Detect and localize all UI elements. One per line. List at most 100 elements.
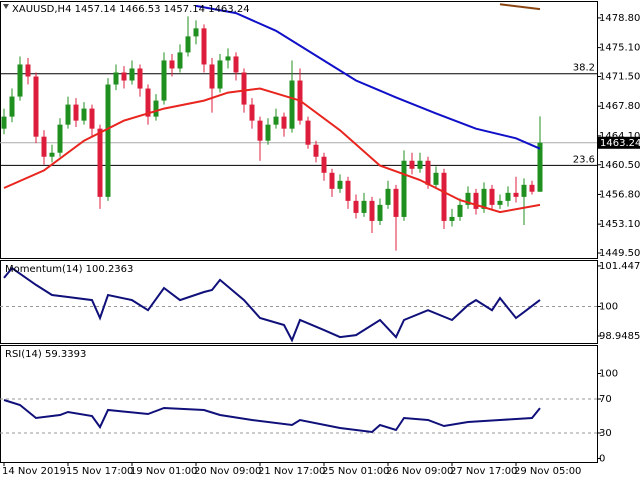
candle-body xyxy=(353,200,359,213)
candle-body xyxy=(465,192,471,205)
x-tick-label: 29 Nov 05:00 xyxy=(514,466,581,477)
candle-body xyxy=(257,120,263,141)
indicator-line xyxy=(3,399,541,434)
y-tick-label: 1449.50 xyxy=(599,248,640,259)
candle-body xyxy=(145,88,151,117)
moving-average xyxy=(499,3,541,11)
moving-average xyxy=(3,87,541,214)
panel-frame xyxy=(0,260,598,344)
candle-body xyxy=(9,96,15,117)
candle-body xyxy=(377,204,383,221)
y-tick-label: 101.4474 xyxy=(599,261,640,272)
candle-body xyxy=(417,160,423,169)
candle-body xyxy=(329,172,335,189)
candle-body xyxy=(537,142,543,192)
candle-body xyxy=(369,200,375,221)
candle-body xyxy=(513,192,519,197)
y-tick-label: 100 xyxy=(599,302,618,313)
candle-body xyxy=(57,124,63,153)
candle-body xyxy=(217,60,223,89)
fibo-label: 38.2 xyxy=(573,63,595,74)
y-tick-label: 0 xyxy=(599,454,605,465)
y-tick-label: 1471.50 xyxy=(599,72,640,83)
candle-body xyxy=(393,188,399,217)
candle-body xyxy=(209,64,215,89)
y-tick-label: 1464.10 xyxy=(599,131,640,142)
candle-body xyxy=(73,104,79,121)
candle-body xyxy=(401,160,407,217)
candle-body xyxy=(105,84,111,197)
candle-body xyxy=(65,104,71,125)
x-tick-label: 20 Nov 09:00 xyxy=(194,466,261,477)
x-tick-label: 14 Nov 2019 xyxy=(2,466,66,477)
candle-body xyxy=(225,56,231,61)
candle-body xyxy=(385,188,391,205)
candle-body xyxy=(313,144,319,157)
candle-body xyxy=(361,200,367,213)
candle-body xyxy=(153,100,159,117)
candle-body xyxy=(177,52,183,69)
indicator-title: Momentum(14) 100.2363 xyxy=(5,264,133,275)
candle-body xyxy=(41,136,47,157)
candle-body xyxy=(89,108,95,129)
candle-body xyxy=(321,156,327,173)
chart-title: XAUUSD,H4 1457.14 1466.53 1457.14 1463.2… xyxy=(12,4,250,15)
candle-body xyxy=(409,160,415,169)
candle-body xyxy=(97,128,103,197)
x-tick-label: 19 Nov 01:00 xyxy=(130,466,197,477)
candle-body xyxy=(457,204,463,217)
candle-body xyxy=(449,216,455,221)
y-tick-label: 1467.80 xyxy=(599,101,640,112)
candle-body xyxy=(25,64,31,77)
candle-body xyxy=(193,28,199,37)
candle-body xyxy=(121,72,127,81)
indicator-line xyxy=(3,266,541,343)
last-price-label: 1463.24 xyxy=(600,138,640,149)
panel-frame xyxy=(0,1,598,259)
candle-body xyxy=(345,180,351,201)
candle-body xyxy=(33,76,39,137)
last-price-tag xyxy=(598,136,640,149)
symbol-icon xyxy=(3,4,9,9)
candle-body xyxy=(289,80,295,129)
candle-body xyxy=(489,188,495,205)
candle-body xyxy=(505,192,511,201)
candle-body xyxy=(433,172,439,185)
candle-body xyxy=(241,72,247,105)
candle-body xyxy=(497,200,503,205)
moving-average xyxy=(195,4,541,150)
y-tick-label: 1478.80 xyxy=(599,13,640,24)
y-tick-label: 30 xyxy=(599,428,612,439)
candle-body xyxy=(441,172,447,221)
candle-body xyxy=(425,160,431,185)
fibo-label: 23.6 xyxy=(573,154,595,165)
candle-body xyxy=(81,108,87,121)
candle-body xyxy=(137,68,143,89)
candle-body xyxy=(113,72,119,85)
candle-body xyxy=(265,124,271,141)
candle-body xyxy=(473,192,479,209)
indicator-title: RSI(14) 59.3393 xyxy=(5,349,86,360)
candle-body xyxy=(233,56,239,73)
candle-body xyxy=(249,104,255,121)
x-tick-label: 27 Nov 17:00 xyxy=(450,466,517,477)
candle-body xyxy=(17,64,23,97)
candle-body xyxy=(185,36,191,53)
candle-body xyxy=(201,28,207,65)
y-tick-label: 1460.50 xyxy=(599,160,640,171)
x-tick-label: 25 Nov 01:00 xyxy=(322,466,389,477)
y-tick-label: 1453.10 xyxy=(599,219,640,230)
y-tick-label: 70 xyxy=(599,394,612,405)
candle-body xyxy=(529,184,535,192)
x-tick-label: 21 Nov 17:00 xyxy=(258,466,325,477)
y-tick-label: 98.9485 xyxy=(599,331,640,342)
candle-body xyxy=(129,68,135,81)
candle-body xyxy=(337,180,343,189)
candle-body xyxy=(169,60,175,69)
candle-body xyxy=(481,188,487,209)
candle-body xyxy=(281,116,287,129)
panel-frame xyxy=(0,345,598,463)
candle-body xyxy=(305,120,311,145)
